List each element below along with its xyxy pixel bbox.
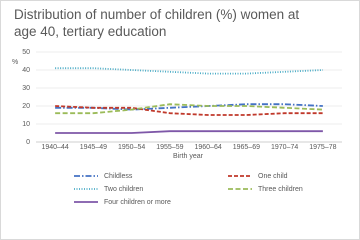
legend-label: Four children or more	[104, 199, 171, 206]
y-tick-label: 40	[22, 67, 30, 74]
legend-label: Two children	[104, 186, 143, 193]
x-tick-label: 1955–59	[156, 144, 183, 151]
series-line	[55, 103, 323, 111]
x-tick-label: 1970–74	[271, 144, 298, 151]
legend-label: One child	[258, 173, 288, 180]
y-tick-label: 50	[22, 49, 30, 56]
legend-label: Childless	[104, 173, 133, 180]
series-line	[55, 67, 323, 75]
x-tick-label: 1945–49	[80, 144, 107, 151]
y-tick-label: 0	[26, 139, 30, 146]
y-tick-label: 30	[22, 85, 30, 92]
y-axis-label: %	[12, 59, 18, 66]
legend-label: Three children	[258, 186, 303, 193]
x-tick-label: 1950–54	[118, 144, 145, 151]
y-tick-label: 20	[22, 103, 30, 110]
x-tick-label: 1965–69	[233, 144, 260, 151]
x-tick-label: 1960–64	[194, 144, 221, 151]
x-tick-label: 1940–44	[41, 144, 68, 151]
x-axis-label: Birth year	[173, 153, 204, 160]
series-line	[55, 130, 323, 134]
chart-title: Distribution of number of children (%) w…	[14, 7, 300, 39]
series-line	[55, 105, 323, 116]
y-tick-label: 10	[22, 121, 30, 128]
x-tick-label: 1975–78	[309, 144, 336, 151]
